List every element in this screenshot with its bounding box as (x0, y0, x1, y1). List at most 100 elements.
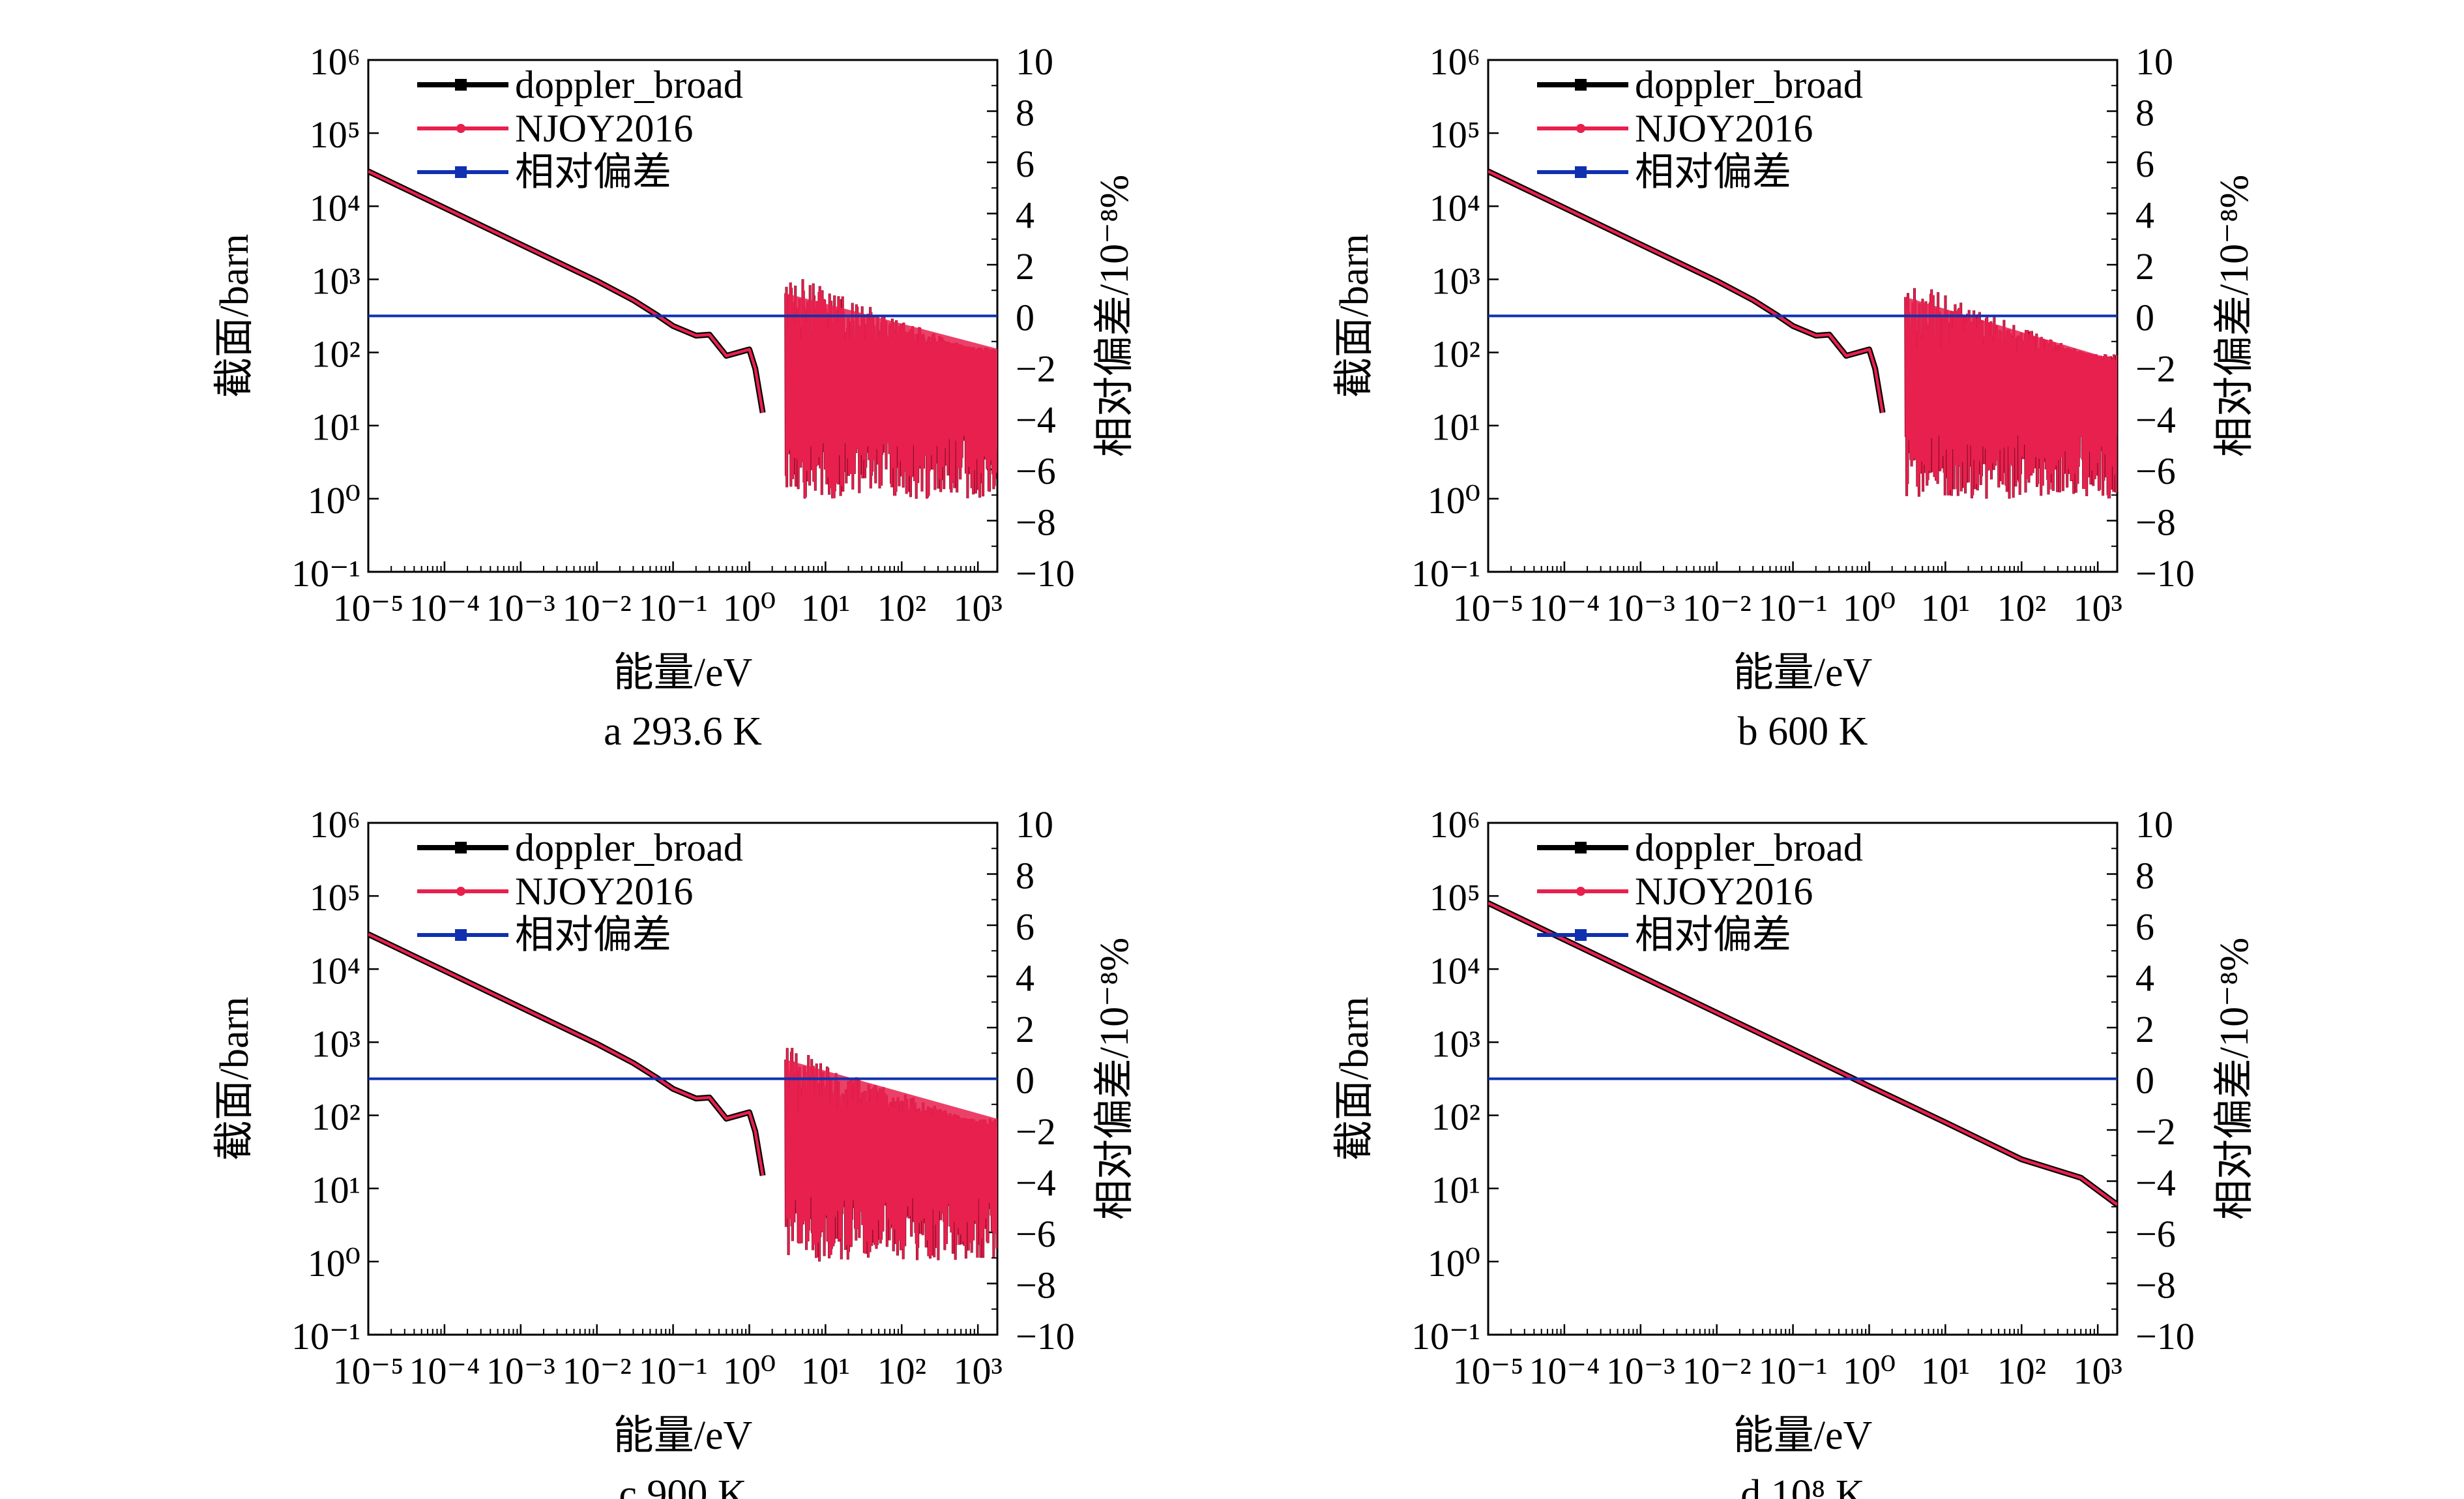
x-tick-label: 10⁻³ (1606, 1350, 1675, 1392)
legend-label: 相对偏差 (515, 913, 671, 957)
y-left-tick-label: 10¹ (1431, 1169, 1480, 1211)
y-right-tick-label: 0 (1016, 297, 1034, 339)
y-right-tick-label: 4 (2135, 957, 2154, 1000)
y-right-tick-label: 8 (1016, 855, 1034, 897)
chart-panel-c: 10⁻⁵ 10⁻⁴ 10⁻³ 10⁻² 10⁻¹ 10⁰ 10¹ 10² 10³10⁻¹10⁰1… (213, 803, 1137, 1499)
y-right-axis-label: 相对偏差/10⁻⁸% (1093, 175, 1137, 457)
panel-caption: b 600 K (1738, 709, 1868, 754)
legend-marker (456, 124, 465, 133)
x-tick-label: 10⁻¹ (639, 587, 708, 629)
plot-area (1488, 900, 2117, 1208)
y-right-tick-label: −6 (2135, 450, 2176, 492)
x-axis-label: 能量/eV (1733, 651, 1873, 695)
y-right-tick-label: −10 (1016, 552, 1075, 595)
legend-label: NJOY2016 (1635, 870, 1813, 913)
x-tick-label: 10⁻² (1682, 1350, 1752, 1392)
y-right-tick-label: −6 (1016, 1213, 1056, 1255)
y-left-tick-label: 10³ (312, 1022, 360, 1065)
legend-marker (455, 166, 467, 178)
legend-marker (1575, 166, 1587, 178)
y-left-tick-label: 10² (312, 333, 360, 376)
x-tick-label: 10⁻⁴ (1529, 587, 1600, 629)
y-left-tick-label: 10⁰ (308, 479, 360, 522)
x-tick-label: 10⁻⁵ (1453, 1350, 1524, 1392)
series-line-njoy2016 (1488, 170, 1885, 413)
y-right-tick-label: −4 (2135, 399, 2176, 441)
y-right-tick-label: 8 (1016, 92, 1034, 134)
x-tick-label: 10⁰ (723, 587, 776, 629)
y-right-tick-label: −10 (2135, 552, 2195, 595)
series-line-doppler-broad (368, 931, 766, 1176)
y-left-tick-label: 10³ (1431, 1022, 1480, 1065)
x-tick-label: 10¹ (1921, 587, 1970, 629)
legend-label: doppler_broad (515, 63, 743, 106)
y-left-tick-label: 10¹ (312, 406, 360, 449)
y-left-tick-label: 10⁵ (1430, 113, 1480, 156)
series-line-doppler-broad (1488, 168, 1886, 413)
x-tick-label: 10³ (2073, 587, 2122, 629)
panel-caption: d 10⁸ K (1740, 1472, 1865, 1499)
y-right-tick-label: 0 (2135, 1060, 2154, 1102)
y-left-tick-label: 10⁴ (1430, 949, 1480, 992)
legend-label: doppler_broad (1635, 63, 1863, 106)
x-axis-label: 能量/eV (613, 1414, 753, 1458)
y-right-tick-label: 4 (2135, 194, 2154, 237)
y-right-tick-label: 6 (1016, 143, 1034, 185)
y-right-tick-label: −10 (1016, 1315, 1075, 1358)
x-tick-label: 10⁻² (563, 587, 632, 629)
y-right-tick-label: 2 (2135, 245, 2154, 288)
y-right-tick-label: 4 (1016, 194, 1034, 237)
y-right-tick-label: 10 (2135, 40, 2173, 83)
y-right-axis-label: 相对偏差/10⁻⁸% (2212, 938, 2257, 1220)
chart-panel-d: 10⁻⁵ 10⁻⁴ 10⁻³ 10⁻² 10⁻¹ 10⁰ 10¹ 10² 10³10⁻¹10⁰1… (1332, 803, 2257, 1499)
y-left-tick-label: 10⁴ (1430, 186, 1480, 229)
legend-marker (1575, 79, 1587, 91)
legend-marker (1575, 929, 1587, 941)
y-right-tick-label: −8 (1016, 501, 1056, 544)
legend-marker (1576, 124, 1585, 133)
legend-marker (455, 929, 467, 941)
y-right-tick-label: −8 (1016, 1264, 1056, 1307)
x-tick-label: 10³ (953, 1350, 1002, 1392)
x-tick-label: 10¹ (801, 1350, 850, 1392)
x-tick-label: 10⁻⁴ (1529, 1350, 1600, 1392)
y-left-tick-label: 10⁵ (1430, 876, 1480, 919)
y-right-tick-label: 6 (1016, 906, 1034, 948)
y-right-axis-label: 相对偏差/10⁻⁸% (2212, 175, 2257, 457)
x-tick-label: 10⁻⁵ (1453, 587, 1524, 629)
legend-label: doppler_broad (515, 826, 743, 869)
y-right-tick-label: 10 (2135, 803, 2173, 846)
y-left-tick-label: 10⁶ (1430, 40, 1480, 83)
x-tick-label: 10² (1997, 1350, 2046, 1392)
x-tick-label: 10⁰ (723, 1350, 776, 1392)
y-left-tick-label: 10⁴ (310, 186, 360, 229)
legend-marker (1575, 842, 1587, 853)
x-tick-label: 10⁻¹ (1759, 1350, 1828, 1392)
x-tick-label: 10⁻³ (486, 587, 555, 629)
legend-marker (1576, 887, 1585, 896)
legend-label: 相对偏差 (1635, 151, 1791, 194)
series-line-njoy2016 (368, 170, 765, 413)
y-left-tick-label: 10² (1431, 333, 1480, 376)
y-right-axis-label: 相对偏差/10⁻⁸% (1093, 938, 1137, 1220)
y-left-tick-label: 10⁻¹ (291, 552, 360, 595)
x-tick-label: 10⁻³ (486, 1350, 555, 1392)
x-tick-label: 10⁻² (1682, 587, 1752, 629)
y-right-tick-label: −6 (2135, 1213, 2176, 1255)
y-left-tick-label: 10⁵ (310, 113, 360, 156)
x-tick-label: 10⁻¹ (639, 1350, 708, 1392)
resonance-band (1904, 288, 2117, 499)
y-left-tick-label: 10² (1431, 1096, 1480, 1138)
legend-marker (456, 887, 465, 896)
y-right-tick-label: −8 (2135, 501, 2176, 544)
series-line-doppler-broad (368, 168, 766, 413)
y-left-tick-label: 10⁰ (308, 1242, 360, 1284)
y-right-tick-label: 6 (2135, 906, 2154, 948)
series-line-njoy2016 (1488, 901, 2117, 1206)
x-tick-label: 10⁻⁵ (333, 1350, 404, 1392)
y-right-tick-label: −2 (2135, 348, 2176, 390)
x-tick-label: 10⁻⁵ (333, 587, 404, 629)
y-left-axis-label: 截面/barn (1332, 234, 1377, 398)
